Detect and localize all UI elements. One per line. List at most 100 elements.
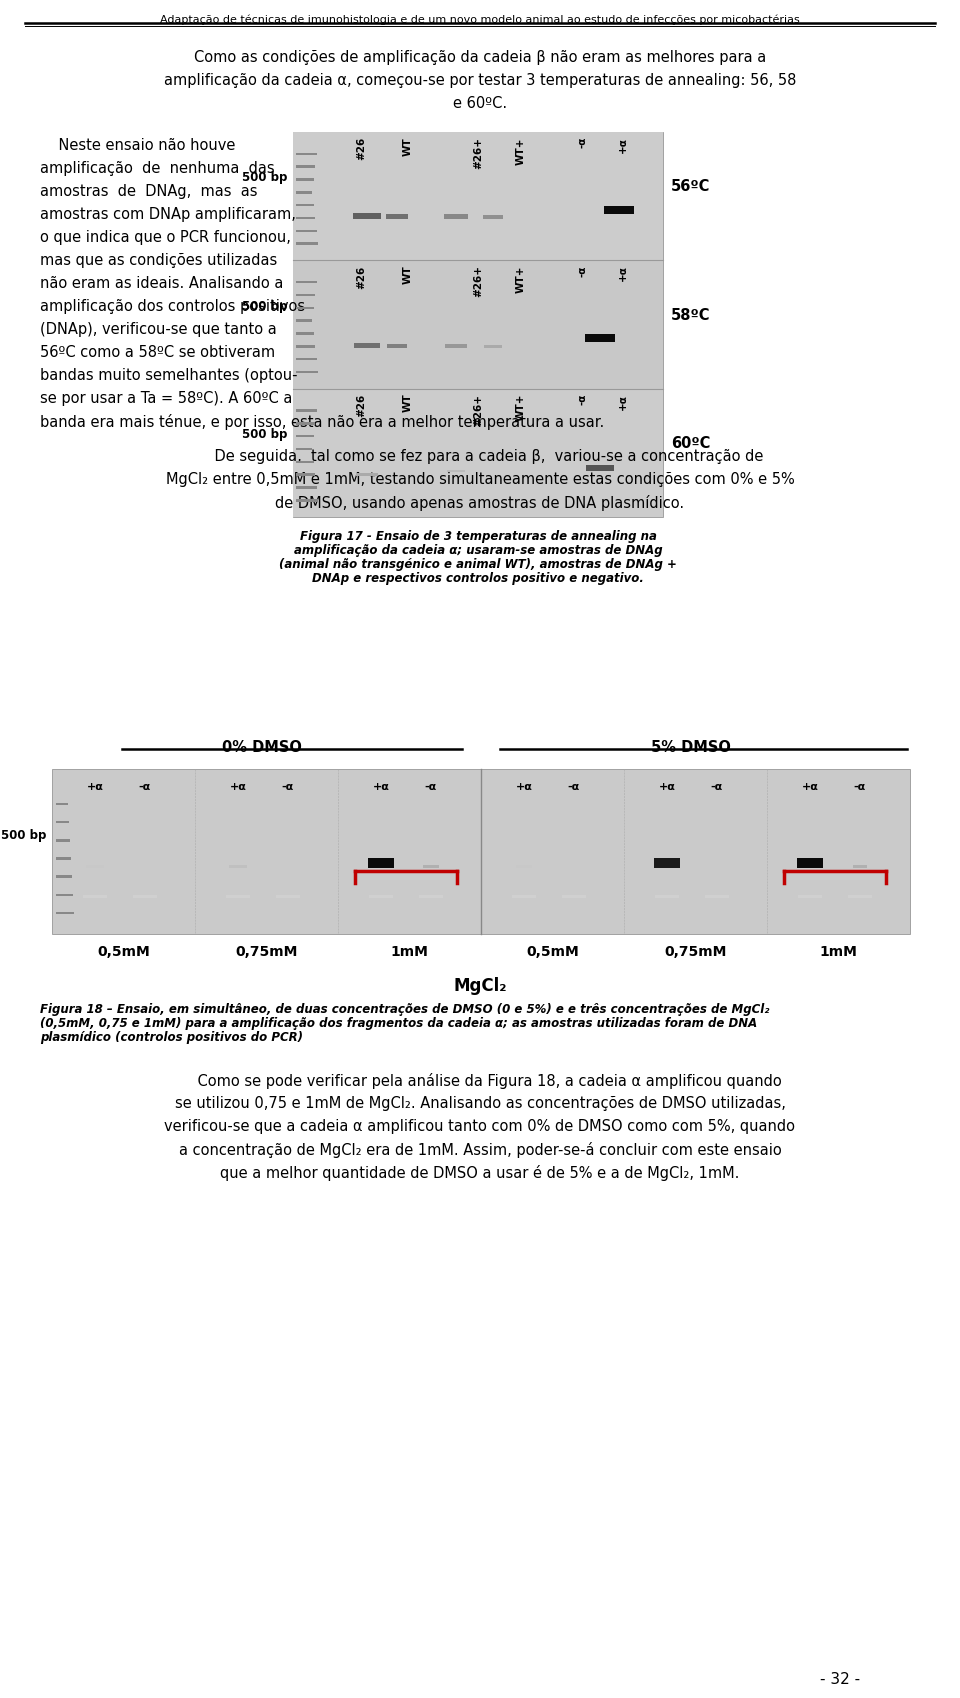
Bar — [296, 333, 314, 336]
Bar — [56, 803, 68, 807]
Bar — [296, 205, 314, 207]
Bar — [516, 866, 532, 868]
Bar — [423, 866, 439, 868]
Bar — [368, 859, 394, 868]
Text: 0,75mM: 0,75mM — [664, 944, 727, 958]
Bar — [604, 207, 634, 216]
Text: +α: +α — [802, 781, 818, 791]
Bar — [354, 343, 380, 348]
Text: amplificação dos controlos positivos: amplificação dos controlos positivos — [40, 299, 305, 314]
Bar — [296, 307, 314, 311]
Text: a concentração de MgCl₂ era de 1mM. Assim, poder-se-á concluir com este ensaio: a concentração de MgCl₂ era de 1mM. Assi… — [179, 1141, 781, 1158]
Bar — [226, 895, 250, 898]
Text: se por usar a Ta = 58ºC). A 60ºC a: se por usar a Ta = 58ºC). A 60ºC a — [40, 391, 293, 406]
Text: +α: +α — [516, 781, 533, 791]
Bar — [587, 465, 614, 472]
Text: (DNAp), verificou-se que tanto a: (DNAp), verificou-se que tanto a — [40, 323, 276, 336]
Bar — [296, 217, 315, 221]
Text: +α: +α — [659, 781, 675, 791]
Text: amostras  de  DNAg,  mas  as: amostras de DNAg, mas as — [40, 183, 257, 199]
Text: 58ºC: 58ºC — [671, 307, 710, 323]
Bar — [228, 866, 247, 868]
Text: que a melhor quantidade de DMSO a usar é de 5% e a de MgCl₂, 1mM.: que a melhor quantidade de DMSO a usar é… — [220, 1165, 740, 1180]
Text: (0,5mM, 0,75 e 1mM) para a amplificação dos fragmentos da cadeia α; as amostras : (0,5mM, 0,75 e 1mM) para a amplificação … — [40, 1017, 757, 1029]
Bar — [296, 487, 317, 489]
Text: WT+: WT+ — [516, 138, 526, 165]
Bar — [296, 321, 312, 323]
Bar — [296, 243, 318, 246]
Text: #26+: #26+ — [473, 394, 483, 426]
Bar — [293, 132, 663, 261]
Bar — [296, 346, 315, 348]
Text: amostras com DNAp amplificaram,: amostras com DNAp amplificaram, — [40, 207, 296, 222]
Text: 56ºC como a 58ºC se obtiveram: 56ºC como a 58ºC se obtiveram — [40, 345, 276, 360]
Text: -α: -α — [710, 781, 723, 791]
Text: +α: +α — [618, 394, 628, 409]
Text: -α: -α — [425, 781, 437, 791]
Text: 56ºC: 56ºC — [671, 180, 710, 194]
Text: Figura 17 - Ensaio de 3 temperaturas de annealing na: Figura 17 - Ensaio de 3 temperaturas de … — [300, 530, 657, 543]
Bar — [296, 423, 315, 426]
Bar — [798, 895, 822, 898]
Bar — [56, 822, 69, 824]
Bar — [52, 769, 910, 934]
Text: se utilizou 0,75 e 1mM de MgCl₂. Analisando as concentrações de DMSO utilizadas,: se utilizou 0,75 e 1mM de MgCl₂. Analisa… — [175, 1095, 785, 1110]
Bar — [296, 192, 312, 195]
Bar — [512, 895, 536, 898]
Text: 500 bp: 500 bp — [1, 829, 46, 842]
Text: -α: -α — [139, 781, 151, 791]
Text: 0,75mM: 0,75mM — [235, 944, 298, 958]
Bar — [56, 839, 70, 842]
Text: #26: #26 — [356, 265, 366, 289]
Bar — [296, 474, 315, 477]
Text: banda era mais ténue, e por isso, esta não era a melhor temperatura a usar.: banda era mais ténue, e por isso, esta n… — [40, 414, 604, 430]
Text: 0,5mM: 0,5mM — [526, 944, 579, 958]
Bar — [296, 282, 317, 284]
Text: +α: +α — [86, 781, 104, 791]
Text: MgCl₂: MgCl₂ — [453, 976, 507, 995]
Text: WT: WT — [403, 394, 413, 413]
Text: WT: WT — [403, 265, 413, 284]
Bar — [419, 895, 443, 898]
Text: +α: +α — [229, 781, 247, 791]
Text: WT+: WT+ — [516, 265, 526, 292]
Text: -α: -α — [578, 394, 588, 404]
Text: não eram as ideais. Analisando a: não eram as ideais. Analisando a — [40, 275, 283, 290]
Bar — [848, 895, 872, 898]
Bar — [296, 409, 317, 413]
Bar — [705, 895, 729, 898]
Bar — [446, 470, 465, 472]
Bar — [296, 153, 317, 156]
Bar — [444, 216, 468, 221]
Bar — [296, 448, 312, 452]
Text: WT+: WT+ — [516, 394, 526, 421]
Bar — [293, 261, 663, 389]
Bar — [296, 499, 318, 503]
Bar — [56, 895, 73, 897]
Bar — [797, 859, 823, 868]
Text: 0% DMSO: 0% DMSO — [223, 740, 302, 754]
Text: 1mM: 1mM — [391, 944, 428, 958]
Text: Adaptação de técnicas de imunohistologia e de um novo modelo animal ao estudo de: Adaptação de técnicas de imunohistologia… — [160, 14, 800, 24]
Text: plasmídico (controlos positivos do PCR): plasmídico (controlos positivos do PCR) — [40, 1031, 303, 1043]
Bar — [296, 358, 317, 362]
Text: #26+: #26+ — [473, 138, 483, 168]
Text: de DMSO, usando apenas amostras de DNA plasmídico.: de DMSO, usando apenas amostras de DNA p… — [276, 494, 684, 511]
Text: -α: -α — [282, 781, 294, 791]
Text: (animal não transgénico e animal WT), amostras de DNAg +: (animal não transgénico e animal WT), am… — [279, 557, 677, 571]
Text: bandas muito semelhantes (optou-: bandas muito semelhantes (optou- — [40, 368, 298, 382]
Text: 60ºC: 60ºC — [671, 436, 710, 450]
Bar — [852, 866, 867, 868]
Text: verificou-se que a cadeia α amplificou tanto com 0% de DMSO como com 5%, quando: verificou-se que a cadeia α amplificou t… — [164, 1119, 796, 1133]
Text: Como se pode verificar pela análise da Figura 18, a cadeia α amplificou quando: Como se pode verificar pela análise da F… — [179, 1073, 781, 1088]
Text: 500 bp: 500 bp — [242, 428, 287, 441]
Bar — [484, 345, 502, 348]
Text: WT: WT — [403, 138, 413, 156]
Text: #26: #26 — [356, 138, 366, 160]
Text: o que indica que o PCR funcionou,: o que indica que o PCR funcionou, — [40, 229, 291, 245]
Text: #26+: #26+ — [473, 265, 483, 297]
Bar — [444, 345, 467, 348]
Bar — [296, 372, 318, 374]
Text: +α: +α — [618, 138, 628, 153]
Text: MgCl₂ entre 0,5mM e 1mM, testando simultaneamente estas condições com 0% e 5%: MgCl₂ entre 0,5mM e 1mM, testando simult… — [166, 472, 794, 487]
